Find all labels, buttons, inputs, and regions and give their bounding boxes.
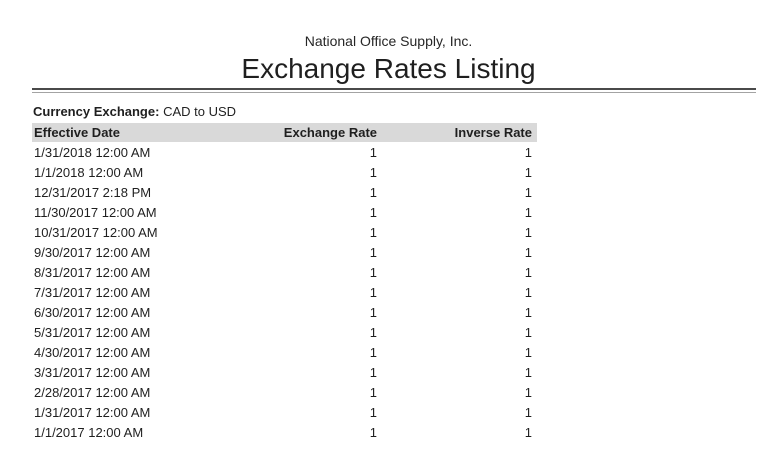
effective-date-cell: 8/31/2017 12:00 AM — [34, 264, 151, 280]
table-row: 4/30/2017 12:00 AM 1 1 — [32, 342, 537, 362]
exchange-rate-cell: 1 — [369, 324, 377, 340]
exchange-rate-cell: 1 — [369, 164, 377, 180]
column-header-inverse-rate: Inverse Rate — [454, 125, 532, 140]
effective-date-cell: 2/28/2017 12:00 AM — [34, 384, 151, 400]
exchange-rate-cell: 1 — [369, 384, 377, 400]
inverse-rate-cell: 1 — [524, 404, 532, 420]
table-header-row: Effective Date Exchange Rate Inverse Rat… — [32, 123, 537, 142]
inverse-rate-cell: 1 — [524, 244, 532, 260]
report-title: Exchange Rates Listing — [241, 53, 536, 84]
effective-date-cell: 3/31/2017 12:00 AM — [34, 364, 151, 380]
inverse-rate-cell: 1 — [524, 284, 532, 300]
company-name: National Office Supply, Inc. — [304, 33, 473, 49]
effective-date-cell: 10/31/2017 12:00 AM — [34, 224, 158, 240]
exchange-rate-cell: 1 — [369, 284, 377, 300]
table-row: 6/30/2017 12:00 AM 1 1 — [32, 302, 537, 322]
inverse-rate-cell: 1 — [524, 184, 532, 200]
table-row: 5/31/2017 12:00 AM 1 1 — [32, 322, 537, 342]
effective-date-cell: 9/30/2017 12:00 AM — [34, 244, 151, 260]
exchange-rate-cell: 1 — [369, 264, 377, 280]
inverse-rate-cell: 1 — [524, 144, 532, 160]
effective-date-cell: 1/31/2017 12:00 AM — [34, 404, 151, 420]
table-body: 1/31/2018 12:00 AM 1 1 1/1/2018 12:00 AM 1 1 1… — [32, 142, 537, 442]
table-row: 1/31/2018 12:00 AM 1 1 — [32, 142, 537, 162]
inverse-rate-cell: 1 — [524, 224, 532, 240]
table-row: 8/31/2017 12:00 AM 1 1 — [32, 262, 537, 282]
inverse-rate-cell: 1 — [524, 384, 532, 400]
inverse-rate-cell: 1 — [524, 264, 532, 280]
table-row: 11/30/2017 12:00 AM 1 1 — [32, 202, 537, 222]
inverse-rate-cell: 1 — [524, 364, 532, 380]
table-row: 2/28/2017 12:00 AM 1 1 — [32, 382, 537, 402]
table-row: 1/1/2018 12:00 AM 1 1 — [32, 162, 537, 182]
effective-date-cell: 7/31/2017 12:00 AM — [34, 284, 151, 300]
table-row: 1/1/2017 12:00 AM 1 1 — [32, 422, 537, 442]
exchange-rate-cell: 1 — [369, 424, 377, 440]
exchange-rate-cell: 1 — [369, 364, 377, 380]
effective-date-cell: 4/30/2017 12:00 AM — [34, 344, 151, 360]
table-row: 10/31/2017 12:00 AM 1 1 — [32, 222, 537, 242]
exchange-rate-cell: 1 — [369, 144, 377, 160]
inverse-rate-cell: 1 — [524, 344, 532, 360]
table-row: 7/31/2017 12:00 AM 1 1 — [32, 282, 537, 302]
table-row: 1/31/2017 12:00 AM 1 1 — [32, 402, 537, 422]
table-row: 9/30/2017 12:00 AM 1 1 — [32, 242, 537, 262]
column-header-effective-date: Effective Date — [34, 125, 120, 140]
exchange-rate-cell: 1 — [369, 184, 377, 200]
exchange-rate-cell: 1 — [369, 344, 377, 360]
currency-exchange-label: Currency Exchange: — [33, 104, 160, 119]
exchange-rate-cell: 1 — [369, 224, 377, 240]
table-row: 3/31/2017 12:00 AM 1 1 — [32, 362, 537, 382]
effective-date-cell: 11/30/2017 12:00 AM — [34, 204, 157, 220]
exchange-rate-cell: 1 — [369, 204, 377, 220]
exchange-rate-cell: 1 — [369, 244, 377, 260]
inverse-rate-cell: 1 — [524, 204, 532, 220]
inverse-rate-cell: 1 — [524, 164, 532, 180]
effective-date-cell: 1/1/2018 12:00 AM — [34, 164, 144, 180]
exchange-rates-table: Effective Date Exchange Rate Inverse Rat… — [32, 123, 537, 442]
column-header-exchange-rate: Exchange Rate — [283, 125, 377, 140]
table-row: 12/31/2017 2:18 PM 1 1 — [32, 182, 537, 202]
effective-date-cell: 12/31/2017 2:18 PM — [34, 184, 152, 200]
effective-date-cell: 1/31/2018 12:00 AM — [34, 144, 151, 160]
exchange-rate-cell: 1 — [369, 404, 377, 420]
inverse-rate-cell: 1 — [524, 304, 532, 320]
inverse-rate-cell: 1 — [524, 424, 532, 440]
effective-date-cell: 5/31/2017 12:00 AM — [34, 324, 151, 340]
currency-exchange-value: CAD to USD — [163, 104, 237, 119]
header-divider — [32, 88, 756, 93]
effective-date-cell: 1/1/2017 12:00 AM — [34, 424, 144, 440]
exchange-rate-cell: 1 — [369, 304, 377, 320]
inverse-rate-cell: 1 — [524, 324, 532, 340]
effective-date-cell: 6/30/2017 12:00 AM — [34, 304, 151, 320]
currency-exchange-line: Currency Exchange: CAD to USD — [33, 104, 236, 119]
